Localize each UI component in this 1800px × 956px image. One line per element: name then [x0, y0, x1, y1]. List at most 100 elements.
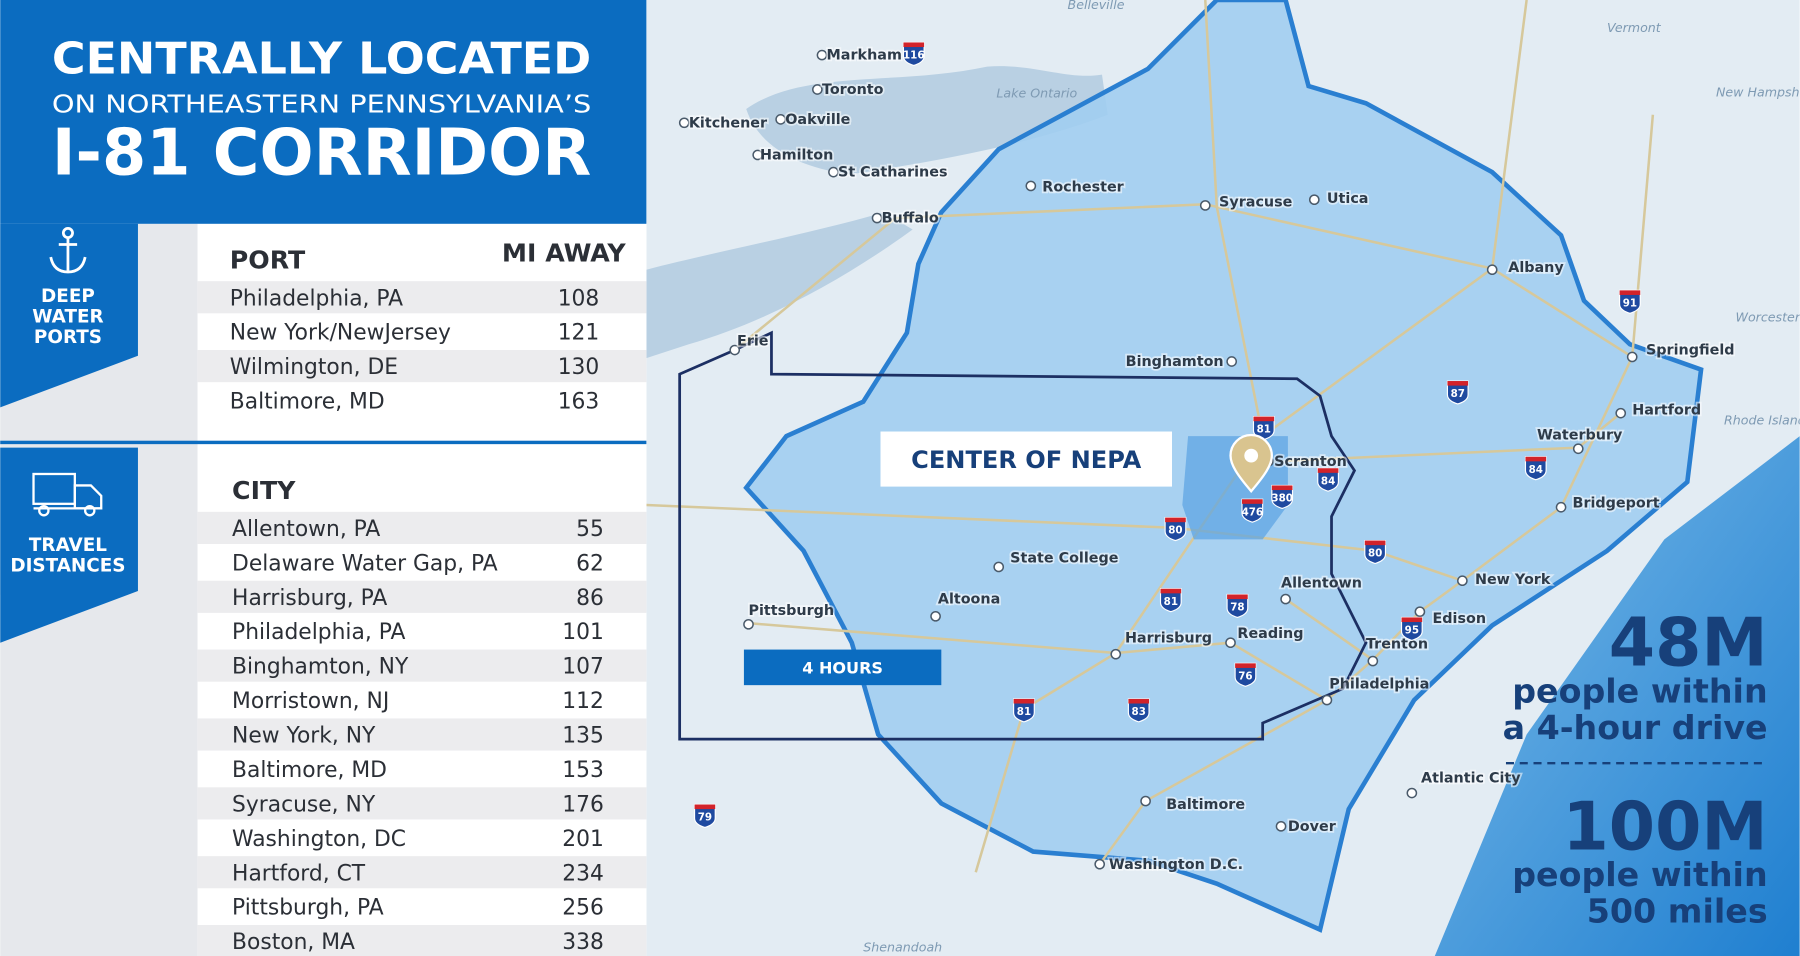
center-pin	[1229, 433, 1273, 493]
stat-text: people within	[1512, 855, 1767, 894]
place-label: Allentown	[1281, 576, 1362, 592]
place-label: Syracuse	[1219, 195, 1293, 211]
row-name: Pittsburgh, PA	[232, 896, 384, 921]
row-value: 153	[562, 758, 604, 783]
highway-shield	[1619, 289, 1641, 314]
place-dot	[1226, 356, 1238, 367]
highway-number: 83	[1132, 706, 1146, 718]
highway-shield-top	[1401, 617, 1423, 623]
row-value: 256	[562, 896, 604, 921]
place-label: Albany	[1508, 260, 1564, 276]
stat-text: 500 miles	[1587, 892, 1768, 931]
row-stripe	[197, 718, 647, 751]
place-label: Markham	[827, 48, 902, 64]
highway-number: 87	[1451, 388, 1465, 400]
side-label: DISTANCES	[10, 556, 125, 577]
place-dot	[1025, 180, 1037, 192]
place-label: Reading	[1237, 626, 1303, 642]
row-value: 121	[558, 321, 600, 346]
row-value: 101	[562, 620, 604, 645]
highway-shield	[693, 803, 716, 829]
place-label: Buffalo	[882, 211, 939, 227]
highway-shield-top	[1619, 290, 1641, 295]
place-label: Baltimore	[1166, 797, 1245, 813]
place-dot	[1486, 264, 1498, 276]
highway-shield-top	[1128, 698, 1150, 704]
row-name: Baltimore, MD	[232, 758, 387, 783]
row-name: Wilmington, DE	[230, 355, 398, 380]
anchor-icon	[49, 227, 87, 274]
highway-shield-top	[1235, 663, 1256, 668]
row-name: Binghamton, NY	[232, 655, 409, 680]
highway-number: 380	[1271, 493, 1293, 505]
highway-number: 476	[1242, 506, 1264, 518]
highway-number: 80	[1368, 548, 1382, 560]
row-value: 176	[562, 792, 604, 817]
place-label: Scranton	[1274, 454, 1347, 470]
place-dot	[812, 84, 823, 95]
row-name: Washington, DC	[232, 827, 406, 852]
row-name: Harrisburg, PA	[232, 586, 387, 611]
highway-shield-top	[903, 42, 925, 48]
place-label: Philadelphia	[1329, 677, 1429, 693]
row-name: Boston, MA	[232, 930, 355, 955]
row-name: Allentown, PA	[232, 517, 380, 542]
region-label: Worcester	[1735, 309, 1800, 324]
center-label-box	[880, 431, 1172, 487]
column-header: CITY	[232, 476, 296, 505]
row-name: Philadelphia, PA	[230, 286, 403, 311]
highway-number: 81	[1257, 424, 1271, 436]
row-value: 62	[576, 551, 604, 576]
row-name: Delaware Water Gap, PA	[232, 551, 498, 576]
row-name: Syracuse, NY	[232, 792, 376, 817]
place-label: Binghamton	[1126, 354, 1224, 370]
place-dot	[1140, 795, 1151, 807]
highway-number: 81	[1017, 706, 1031, 718]
highway-shield-top	[694, 804, 716, 810]
place-label: Dover	[1288, 819, 1337, 835]
highway-shield-top	[1227, 594, 1248, 600]
row-value: 338	[562, 930, 604, 955]
highway-shield	[1127, 698, 1150, 723]
place-dot	[1615, 407, 1627, 419]
place-dot	[1110, 648, 1122, 660]
place-label: Altoona	[938, 592, 1000, 608]
highway-shield	[1317, 467, 1339, 492]
place-label: State College	[1010, 550, 1119, 566]
side-label: DEEP	[41, 286, 95, 307]
row-value: 130	[558, 355, 600, 380]
region-label: New Hampshire	[1716, 84, 1800, 99]
place-dot	[816, 49, 828, 61]
ocean	[1434, 436, 1800, 956]
row-value: 112	[562, 689, 604, 714]
place-dot	[1414, 606, 1426, 618]
place-dot	[1457, 575, 1468, 587]
place-dot	[775, 114, 786, 125]
row-name: New York/NewJersey	[230, 321, 451, 346]
highway-shield	[1234, 662, 1257, 687]
place-label: Utica	[1327, 191, 1369, 207]
column-header: MI AWAY	[502, 239, 626, 268]
highway-shield	[1159, 588, 1182, 613]
highway-shield	[1400, 616, 1423, 641]
center-label: CENTER OF NEPA	[911, 446, 1142, 474]
place-label: Toronto	[822, 82, 884, 98]
row-stripe	[197, 925, 647, 956]
side-label: WATER	[32, 306, 103, 327]
place-label: Pittsburgh	[749, 603, 835, 619]
highway-number: 84	[1321, 475, 1335, 487]
region-label: Shenandoah	[863, 939, 942, 954]
region-label: Vermont	[1607, 20, 1662, 35]
truck-icon	[32, 472, 103, 517]
highway-number: 84	[1529, 464, 1543, 476]
region-label: Rhode Island	[1724, 413, 1800, 428]
lake-ontario	[746, 66, 1108, 175]
place-dot	[930, 610, 941, 622]
place-dot	[1367, 655, 1379, 667]
title-line-1: CENTRALLY LOCATED	[52, 34, 591, 84]
place-label: Rochester	[1042, 180, 1124, 196]
row-stripe	[197, 649, 647, 682]
place-label: Atlantic City	[1421, 771, 1521, 787]
